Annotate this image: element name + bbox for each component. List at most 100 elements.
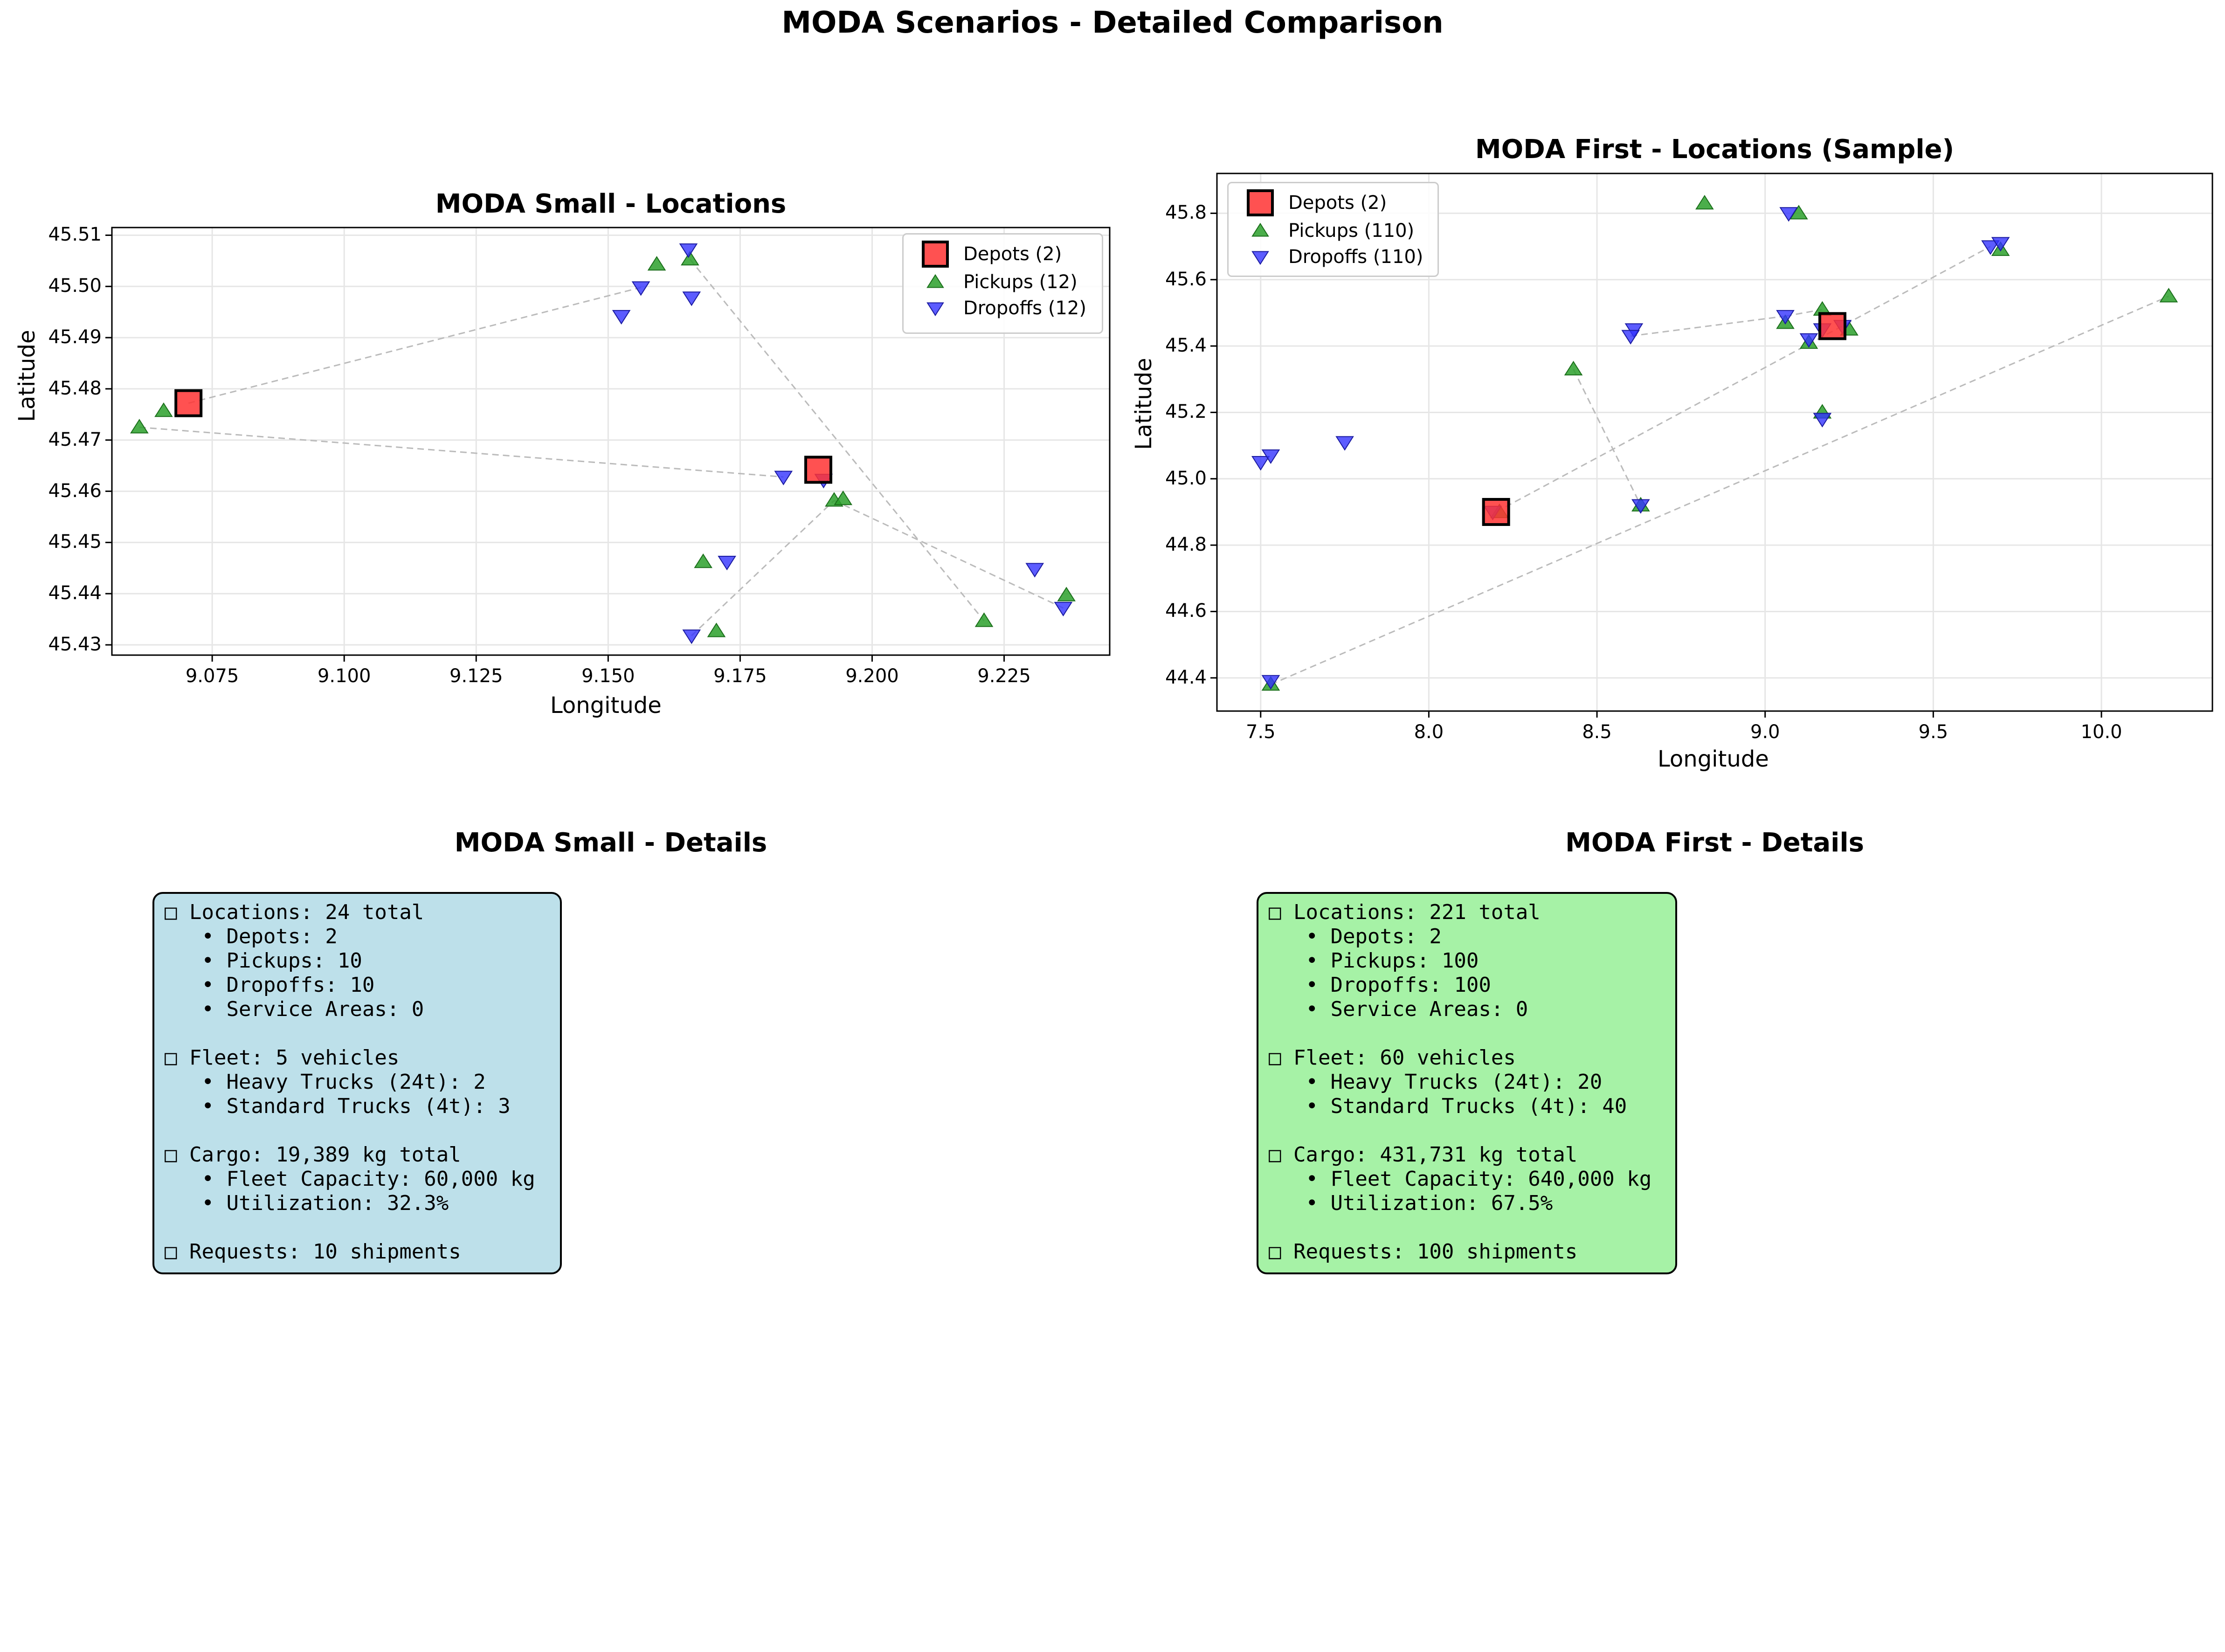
p0-xtick-label-1: 9.100 bbox=[317, 665, 371, 687]
p0-route-0 bbox=[188, 287, 641, 404]
small-details-title: MODA Small - Details bbox=[454, 828, 767, 858]
first-details-line-12: • Utilization: 67.5% bbox=[1269, 1191, 1553, 1215]
p0-route-1 bbox=[139, 426, 784, 478]
first-details-line-1: • Depots: 2 bbox=[1269, 925, 1442, 948]
p0-dropoff-6 bbox=[718, 555, 736, 571]
first-details-line-4: • Service Areas: 0 bbox=[1269, 997, 1528, 1021]
first-details-line-13 bbox=[1269, 1216, 1675, 1240]
p0-pickup-7 bbox=[834, 490, 853, 505]
small-details-line-4: • Service Areas: 0 bbox=[165, 997, 424, 1021]
p0-xtick-label-2: 9.125 bbox=[449, 665, 503, 687]
p0-ytick-label-6: 45.49 bbox=[48, 326, 102, 348]
p0-depot-0 bbox=[174, 389, 203, 417]
figure-title: MODA Scenarios - Detailed Comparison bbox=[781, 6, 1444, 40]
first-details-line-8: • Standard Trucks (4t): 40 bbox=[1269, 1094, 1627, 1118]
small-details-line-0: □ Locations: 24 total bbox=[165, 900, 424, 924]
small-details-line-3: • Dropoffs: 10 bbox=[165, 973, 375, 997]
first-details-line-6: □ Fleet: 60 vehicles bbox=[1269, 1046, 1516, 1070]
first-details-line-5 bbox=[1269, 1022, 1675, 1046]
small-map-title: MODA Small - Locations bbox=[435, 189, 787, 219]
p0-pickup-5 bbox=[707, 622, 726, 637]
p1-xtick-label-2: 8.5 bbox=[1582, 721, 1612, 743]
small-details-line-8: • Standard Trucks (4t): 3 bbox=[165, 1094, 511, 1118]
p1-xtick-label-5: 10.0 bbox=[2080, 721, 2122, 743]
p0-ytick-label-2: 45.45 bbox=[48, 531, 102, 553]
p0-xtick-label-5: 9.200 bbox=[845, 665, 899, 687]
p1-xtick-label-0: 7.5 bbox=[1245, 721, 1276, 743]
first-details-line-0: □ Locations: 221 total bbox=[1269, 900, 1541, 924]
p0-route-3 bbox=[691, 500, 835, 636]
p0-legend-depot-marker bbox=[922, 241, 949, 268]
p0-xtick-label-6: 9.225 bbox=[977, 665, 1031, 687]
p0-dropoff-1 bbox=[631, 281, 650, 296]
first-map-legend: Depots (2) Pickups (110) Dropoffs (110) bbox=[1227, 182, 1439, 277]
p0-dropoff-2 bbox=[612, 310, 631, 325]
p0-pickup-8 bbox=[974, 612, 994, 627]
p0-pickup-3 bbox=[681, 251, 699, 266]
first-details-line-7: • Heavy Trucks (24t): 20 bbox=[1269, 1070, 1603, 1094]
p0-legend-dropoff-marker bbox=[926, 302, 944, 317]
small-details-line-5 bbox=[165, 1022, 560, 1046]
small-details-line-1: • Depots: 2 bbox=[165, 925, 338, 948]
p0-route-4 bbox=[834, 499, 1064, 609]
p1-legend-label-1: Pickups (110) bbox=[1288, 220, 1415, 242]
p1-legend-depot-marker bbox=[1247, 189, 1274, 216]
p1-ytick-label-4: 45.2 bbox=[1165, 401, 1207, 423]
small-details-line-11: • Fleet Capacity: 60,000 kg bbox=[165, 1167, 535, 1191]
p1-legend-dropoff-marker bbox=[1251, 251, 1269, 265]
p0-ytick-label-3: 45.46 bbox=[48, 480, 102, 502]
p0-depot-1 bbox=[804, 456, 832, 484]
p0-legend-label-2: Dropoffs (12) bbox=[963, 297, 1086, 319]
first-details-line-9 bbox=[1269, 1119, 1675, 1143]
small-map-xlabel: Longitude bbox=[550, 692, 662, 719]
first-details-line-14: □ Requests: 100 shipments bbox=[1269, 1240, 1578, 1264]
p0-dropoff-0 bbox=[679, 243, 698, 258]
small-details-line-10: □ Cargo: 19,389 kg total bbox=[165, 1143, 461, 1167]
small-map-legend: Depots (2) Pickups (12) Dropoffs (12) bbox=[902, 233, 1103, 334]
p1-legend-label-0: Depots (2) bbox=[1288, 192, 1387, 214]
p0-ytick-label-4: 45.47 bbox=[48, 429, 102, 450]
p0-xtick-label-0: 9.075 bbox=[185, 665, 239, 687]
first-details-line-11: • Fleet Capacity: 640,000 kg bbox=[1269, 1167, 1652, 1191]
p1-legend-pickup-marker bbox=[1251, 222, 1269, 237]
p0-dropoff-4 bbox=[774, 470, 793, 485]
p0-ytick-label-1: 45.44 bbox=[48, 582, 102, 604]
small-details-box: □ Locations: 24 total • Depots: 2 • Pick… bbox=[152, 892, 562, 1274]
p0-xtick-label-4: 9.175 bbox=[713, 665, 767, 687]
small-details-line-14: □ Requests: 10 shipments bbox=[165, 1240, 461, 1264]
p0-ytick-label-7: 45.50 bbox=[48, 275, 102, 297]
p0-pickup-1 bbox=[154, 402, 173, 417]
p0-pickup-0 bbox=[130, 419, 149, 434]
p0-route-2 bbox=[689, 259, 985, 622]
p0-legend-pickup-marker bbox=[926, 274, 944, 288]
first-details-line-2: • Pickups: 100 bbox=[1269, 949, 1479, 973]
p1-ytick-label-6: 45.6 bbox=[1165, 268, 1207, 290]
p0-ytick-label-8: 45.51 bbox=[48, 224, 102, 246]
p1-ytick-label-2: 44.8 bbox=[1165, 534, 1207, 556]
p0-dropoff-8 bbox=[1025, 563, 1044, 578]
small-details-line-13 bbox=[165, 1216, 560, 1240]
p1-xtick-label-4: 9.5 bbox=[1918, 721, 1949, 743]
p1-ytick-label-0: 44.4 bbox=[1165, 666, 1207, 688]
p0-pickup-2 bbox=[647, 256, 666, 271]
p1-ytick-label-7: 45.8 bbox=[1165, 202, 1207, 224]
first-map-xlabel: Longitude bbox=[1658, 746, 1769, 772]
p1-ytick-label-1: 44.6 bbox=[1165, 600, 1207, 622]
p0-axes-frame bbox=[111, 227, 1111, 656]
first-details-title: MODA First - Details bbox=[1565, 828, 1864, 858]
p1-xtick-label-1: 8.0 bbox=[1414, 721, 1444, 743]
small-details-line-7: • Heavy Trucks (24t): 2 bbox=[165, 1070, 486, 1094]
p0-legend-label-1: Pickups (12) bbox=[963, 271, 1078, 293]
p1-ytick-label-5: 45.4 bbox=[1165, 335, 1207, 357]
p1-ytick-label-3: 45.0 bbox=[1165, 467, 1207, 489]
p0-pickup-4 bbox=[694, 553, 712, 568]
small-details-line-2: • Pickups: 10 bbox=[165, 949, 362, 973]
p1-legend-label-2: Dropoffs (110) bbox=[1288, 246, 1423, 268]
small-details-line-12: • Utilization: 32.3% bbox=[165, 1191, 449, 1215]
p0-ytick-label-5: 45.48 bbox=[48, 377, 102, 399]
small-details-line-6: □ Fleet: 5 vehicles bbox=[165, 1046, 400, 1070]
p0-pickup-9 bbox=[1057, 587, 1076, 601]
first-details-line-3: • Dropoffs: 100 bbox=[1269, 973, 1491, 997]
